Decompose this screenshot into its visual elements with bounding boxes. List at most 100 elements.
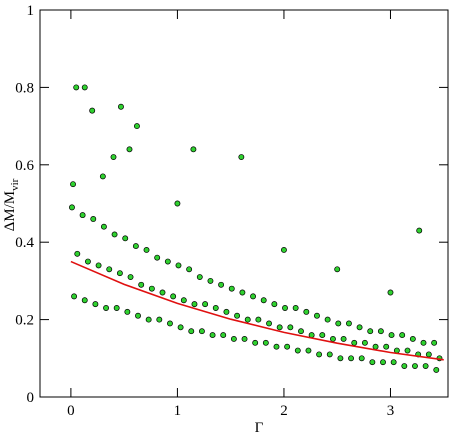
point bbox=[156, 316, 163, 323]
y-tick-label: 0.4 bbox=[15, 235, 34, 251]
point bbox=[330, 336, 336, 342]
point bbox=[69, 204, 75, 211]
point bbox=[113, 305, 120, 311]
point bbox=[431, 339, 438, 346]
point bbox=[239, 289, 246, 296]
point bbox=[124, 308, 131, 315]
point bbox=[380, 359, 386, 366]
point bbox=[170, 293, 177, 300]
y-tick-label: 0 bbox=[27, 390, 35, 406]
point bbox=[266, 320, 272, 327]
x-axis-label: Γ bbox=[255, 420, 264, 436]
point bbox=[212, 305, 219, 311]
point bbox=[255, 316, 262, 323]
point bbox=[106, 266, 113, 273]
point bbox=[209, 332, 216, 339]
point bbox=[348, 355, 355, 362]
y-tick-label: 0.6 bbox=[15, 158, 34, 174]
point bbox=[387, 289, 394, 296]
x-tick-label: 2 bbox=[280, 403, 288, 419]
point bbox=[116, 270, 123, 277]
point bbox=[271, 301, 278, 308]
point bbox=[390, 359, 397, 366]
point bbox=[95, 262, 102, 269]
point bbox=[234, 312, 241, 319]
y-axis-label-main: ΔM/M bbox=[2, 191, 18, 232]
point bbox=[122, 235, 129, 242]
point bbox=[409, 336, 416, 342]
point bbox=[399, 332, 406, 339]
point bbox=[273, 343, 280, 350]
point bbox=[334, 266, 341, 273]
point bbox=[177, 324, 184, 331]
point bbox=[143, 246, 150, 253]
point bbox=[241, 336, 248, 342]
point bbox=[71, 293, 78, 300]
point bbox=[358, 355, 365, 362]
point bbox=[188, 328, 195, 335]
point bbox=[110, 154, 117, 161]
point bbox=[250, 293, 257, 300]
point bbox=[351, 339, 358, 346]
point bbox=[135, 312, 141, 319]
point bbox=[282, 305, 288, 311]
point bbox=[175, 262, 182, 269]
point bbox=[167, 320, 173, 327]
point bbox=[340, 336, 347, 342]
point bbox=[138, 281, 145, 288]
point bbox=[324, 316, 331, 323]
x-tick-label: 3 bbox=[387, 403, 395, 419]
point bbox=[223, 308, 230, 315]
point bbox=[335, 320, 342, 327]
point bbox=[372, 343, 379, 350]
point bbox=[425, 351, 432, 358]
point bbox=[260, 297, 267, 304]
point bbox=[401, 363, 408, 369]
point bbox=[238, 154, 245, 161]
point bbox=[252, 339, 259, 346]
point bbox=[284, 343, 291, 350]
y-tick-label: 0.2 bbox=[15, 313, 34, 329]
plot-frame bbox=[39, 9, 449, 398]
point bbox=[356, 324, 363, 331]
point bbox=[84, 258, 91, 265]
point bbox=[369, 359, 376, 366]
point bbox=[280, 246, 287, 253]
y-tick-label: 1 bbox=[27, 3, 35, 19]
point bbox=[70, 181, 76, 188]
point bbox=[154, 254, 161, 261]
point bbox=[337, 355, 344, 362]
point bbox=[230, 336, 237, 342]
point bbox=[292, 305, 299, 311]
point bbox=[73, 84, 80, 91]
y-axis-label-sub: vir bbox=[9, 178, 21, 191]
point bbox=[79, 212, 86, 219]
point bbox=[145, 316, 152, 323]
point bbox=[186, 266, 193, 273]
point bbox=[174, 200, 181, 207]
point bbox=[202, 301, 209, 308]
point bbox=[319, 332, 326, 339]
point bbox=[345, 320, 352, 327]
point bbox=[198, 328, 205, 335]
point bbox=[218, 281, 225, 288]
point bbox=[244, 316, 251, 323]
point bbox=[314, 312, 320, 319]
point bbox=[74, 250, 81, 257]
point bbox=[367, 328, 374, 335]
point bbox=[100, 223, 107, 230]
point bbox=[383, 343, 390, 350]
point bbox=[416, 227, 423, 234]
fit-curve bbox=[70, 260, 444, 361]
point bbox=[103, 305, 109, 311]
point bbox=[220, 332, 227, 339]
point bbox=[99, 173, 106, 180]
point bbox=[287, 324, 294, 331]
y-tick-label: 0.8 bbox=[15, 80, 34, 96]
point bbox=[388, 332, 395, 339]
point bbox=[133, 123, 140, 130]
point bbox=[90, 216, 97, 222]
point bbox=[81, 297, 88, 304]
point bbox=[127, 274, 134, 280]
